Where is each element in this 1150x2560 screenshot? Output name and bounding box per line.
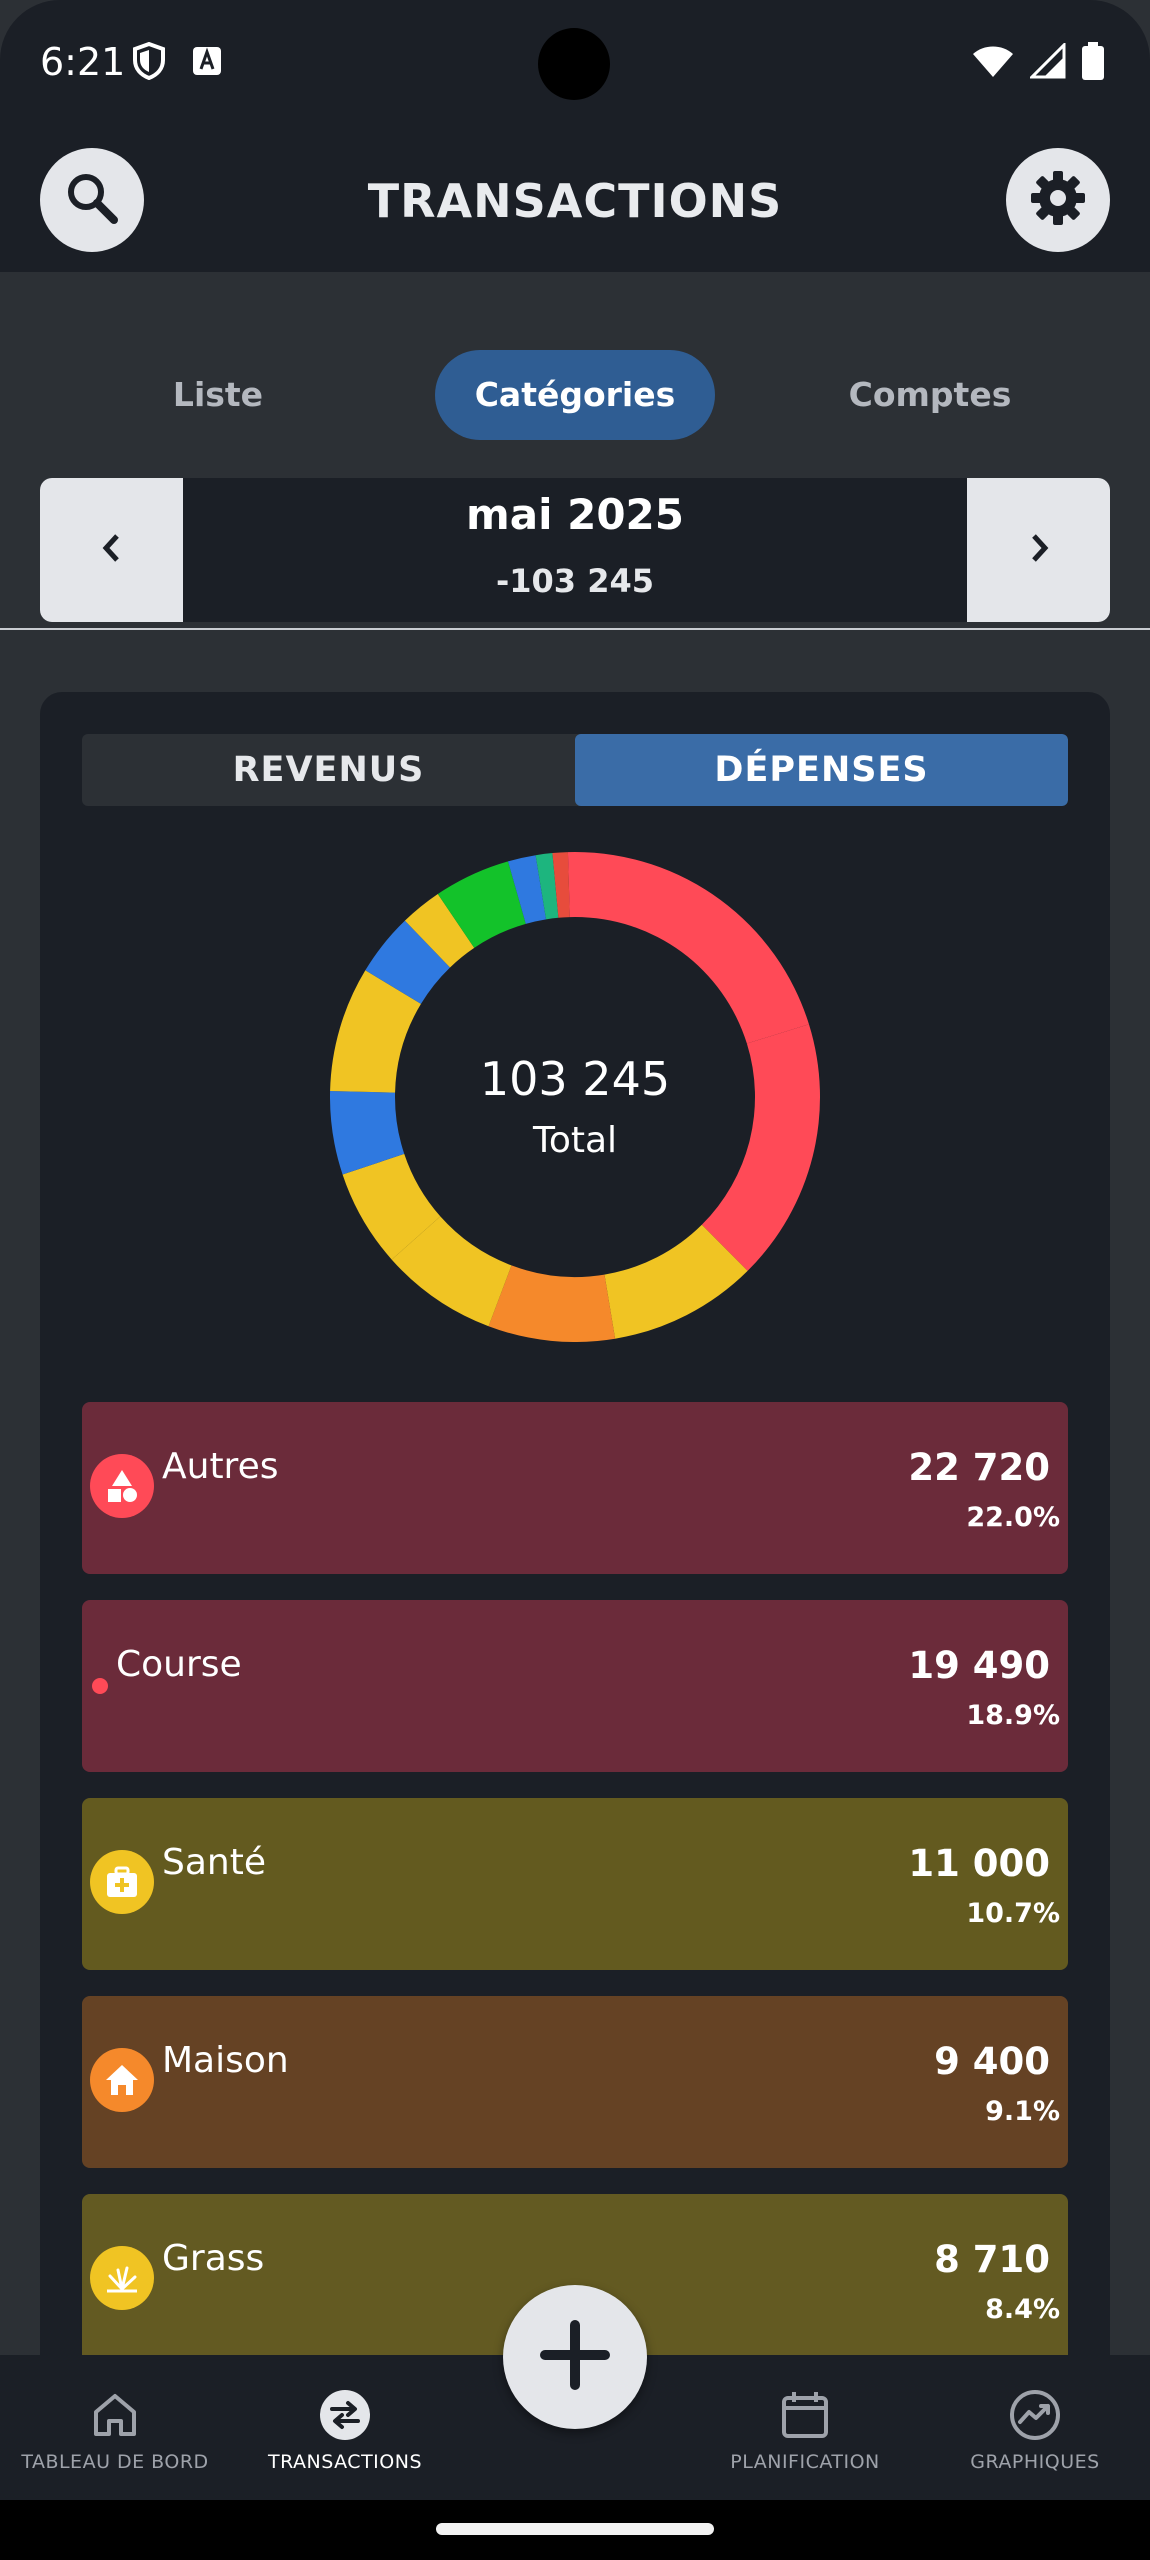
nav-transactions[interactable]: TRANSACTIONS xyxy=(230,2355,460,2500)
status-bar: 6:21 xyxy=(0,0,1150,130)
category-list: Autres 22 720 22.0% Course 19 490 18.9% … xyxy=(82,1402,1068,2392)
donut-slice-15[interactable] xyxy=(567,852,575,918)
category-row-sante[interactable]: Santé 11 000 10.7% xyxy=(82,1798,1068,1970)
donut-slice-1[interactable] xyxy=(575,852,809,1044)
donut-total-value: 103 245 xyxy=(479,1052,671,1106)
status-notification-icons xyxy=(132,41,222,84)
battery-icon xyxy=(1082,42,1104,84)
nav-planification[interactable]: PLANIFICATION xyxy=(690,2355,920,2500)
category-name: Autres xyxy=(162,1446,279,1487)
category-row-autres[interactable]: Autres 22 720 22.0% xyxy=(82,1402,1068,1574)
wifi-icon xyxy=(972,44,1014,82)
category-percent: 8.4% xyxy=(985,2294,1060,2325)
revenus-toggle[interactable]: REVENUS xyxy=(232,750,425,790)
calendar-icon xyxy=(775,2385,835,2445)
status-system-icons xyxy=(972,41,1104,84)
donut-slice-8[interactable] xyxy=(330,970,421,1093)
donut-svg xyxy=(330,852,820,1342)
category-name: Santé xyxy=(162,1842,266,1883)
category-percent: 22.0% xyxy=(966,1502,1060,1533)
category-name: Course xyxy=(116,1644,242,1685)
category-amount: 8 710 xyxy=(934,2238,1050,2281)
gesture-handle[interactable] xyxy=(436,2523,714,2535)
grass-icon xyxy=(90,2246,154,2310)
donut-slice-6[interactable] xyxy=(342,1153,441,1260)
status-time: 6:21 xyxy=(40,40,126,84)
shapes-icon xyxy=(90,1454,154,1518)
tab-comptes[interactable]: Comptes xyxy=(848,375,1012,414)
category-percent: 10.7% xyxy=(966,1898,1060,1929)
donut-total-label: Total xyxy=(532,1120,618,1161)
settings-button[interactable] xyxy=(1006,148,1110,252)
camera-cutout xyxy=(538,28,610,100)
category-percent: 9.1% xyxy=(985,2096,1060,2127)
period-navigator: mai 2025 -103 245 xyxy=(40,478,1110,622)
signal-icon xyxy=(1028,41,1066,83)
nav-label: TRANSACTIONS xyxy=(267,2451,423,2473)
category-amount: 22 720 xyxy=(908,1446,1050,1489)
donut-chart: 103 245 Total xyxy=(330,852,820,1342)
add-transaction-button[interactable] xyxy=(503,2285,647,2429)
medical-kit-icon xyxy=(90,1850,154,1914)
chevron-right-icon xyxy=(1024,531,1054,569)
gear-icon xyxy=(1028,168,1088,232)
category-amount: 11 000 xyxy=(908,1842,1050,1885)
category-amount: 9 400 xyxy=(934,2040,1050,2083)
chart-icon xyxy=(1005,2385,1065,2445)
divider xyxy=(0,628,1150,630)
donut-slice-2[interactable] xyxy=(701,1024,820,1271)
type-segmented-control: REVENUS DÉPENSES xyxy=(82,734,1068,806)
category-amount: 19 490 xyxy=(908,1644,1050,1687)
nav-label: GRAPHIQUES xyxy=(970,2451,1100,2473)
categories-card: REVENUS DÉPENSES 103 245 Total Autres 22… xyxy=(40,692,1110,2392)
category-row-course[interactable]: Course 19 490 18.9% xyxy=(82,1600,1068,1772)
depenses-toggle[interactable]: DÉPENSES xyxy=(575,734,1068,806)
view-tabs: Liste Catégories Comptes xyxy=(0,350,1150,440)
home-outline-icon xyxy=(85,2385,145,2445)
donut-slice-14[interactable] xyxy=(552,852,570,918)
search-icon xyxy=(64,170,120,230)
category-color-dot xyxy=(92,1678,108,1694)
donut-slice-7[interactable] xyxy=(330,1090,405,1175)
previous-period-button[interactable] xyxy=(40,478,183,622)
plus-icon xyxy=(535,2315,615,2399)
app-bar: TRANSACTIONS xyxy=(0,130,1150,272)
donut-slice-3[interactable] xyxy=(604,1224,748,1339)
search-button[interactable] xyxy=(40,148,144,252)
donut-slice-12[interactable] xyxy=(508,855,547,924)
nav-graphiques[interactable]: GRAPHIQUES xyxy=(920,2355,1150,2500)
page-title: TRANSACTIONS xyxy=(367,174,783,228)
category-row-maison[interactable]: Maison 9 400 9.1% xyxy=(82,1996,1068,2168)
period-month: mai 2025 xyxy=(465,490,685,539)
home-icon xyxy=(90,2048,154,2112)
nav-tableau-de-bord[interactable]: TABLEAU DE BORD xyxy=(0,2355,230,2500)
font-a-icon xyxy=(192,46,222,80)
category-name: Grass xyxy=(162,2238,265,2279)
nav-label: PLANIFICATION xyxy=(730,2451,880,2473)
donut-slice-5[interactable] xyxy=(391,1216,512,1327)
donut-slice-11[interactable] xyxy=(437,861,526,948)
nav-label: TABLEAU DE BORD xyxy=(21,2451,209,2473)
category-name: Maison xyxy=(162,2040,289,2081)
donut-slice-9[interactable] xyxy=(365,920,451,1004)
next-period-button[interactable] xyxy=(967,478,1110,622)
shield-icon xyxy=(132,41,166,84)
chevron-left-icon xyxy=(97,531,127,569)
donut-slice-13[interactable] xyxy=(535,853,559,920)
tab-categories[interactable]: Catégories xyxy=(435,350,715,440)
donut-slice-4[interactable] xyxy=(488,1265,616,1342)
donut-slice-10[interactable] xyxy=(404,894,475,968)
period-total: -103 245 xyxy=(495,562,654,600)
tab-liste[interactable]: Liste xyxy=(172,375,264,414)
category-percent: 18.9% xyxy=(966,1700,1060,1731)
swap-icon xyxy=(315,2385,375,2445)
